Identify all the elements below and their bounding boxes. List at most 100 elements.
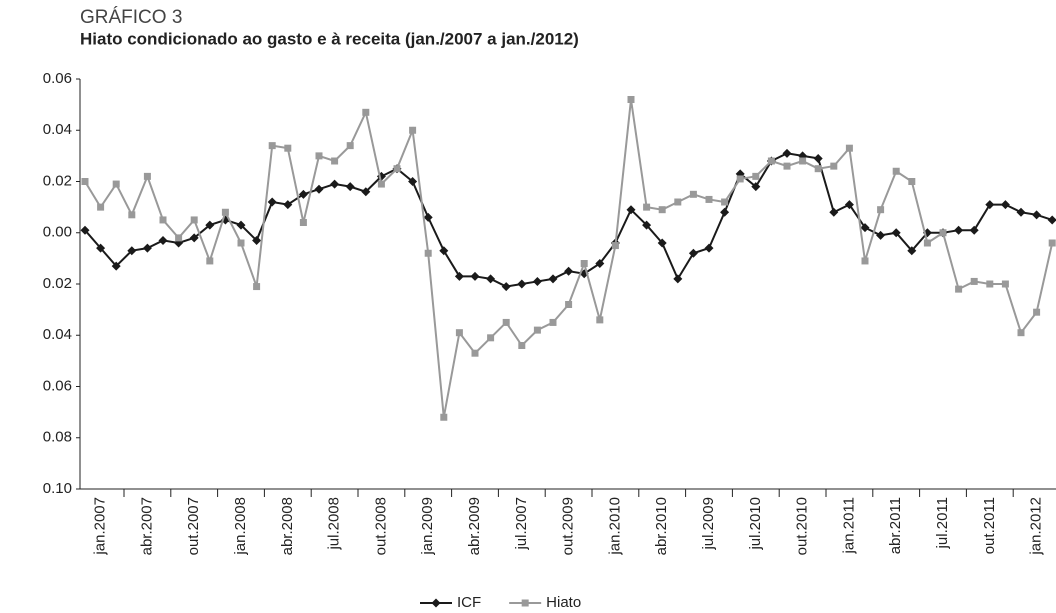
data-point — [345, 182, 355, 192]
y-tick-label: 0.06 — [43, 70, 72, 87]
data-point — [985, 200, 995, 210]
x-tick-label: jul.2009 — [700, 497, 717, 551]
data-point — [205, 220, 215, 230]
data-point — [908, 178, 916, 185]
data-point — [752, 172, 760, 180]
data-point — [907, 246, 917, 256]
data-point — [159, 216, 167, 224]
data-point — [689, 190, 697, 198]
data-point — [393, 165, 401, 173]
data-point — [1033, 308, 1041, 316]
x-tick-label: out.2008 — [372, 497, 389, 555]
x-tick-label: jan.2011 — [840, 497, 857, 554]
data-point — [454, 271, 464, 281]
legend-label: Hiato — [546, 594, 581, 611]
data-point — [331, 157, 339, 165]
data-point — [549, 318, 557, 326]
data-point — [127, 246, 137, 256]
x-tick-label: abr.2009 — [466, 497, 483, 555]
y-tick-label: 0.04 — [43, 326, 72, 343]
data-point — [891, 228, 901, 238]
data-point — [1017, 329, 1025, 337]
data-point — [1032, 210, 1042, 220]
x-tick-label: out.2011 — [981, 497, 998, 554]
data-point — [767, 157, 775, 165]
x-tick-label: jan.2007 — [92, 497, 109, 556]
data-point — [814, 165, 822, 173]
x-tick-label: out.2009 — [560, 497, 577, 555]
x-tick-label: jan.2008 — [232, 497, 249, 556]
data-point — [361, 187, 371, 197]
x-tick-label: out.2010 — [794, 497, 811, 555]
legend-marker — [521, 599, 529, 607]
data-point — [844, 200, 854, 210]
data-point — [221, 208, 229, 216]
data-point — [502, 318, 510, 326]
chart-title: GRÁFICO 3 — [80, 7, 182, 28]
data-point — [955, 285, 963, 293]
x-tick-label: abr.2011 — [887, 497, 904, 554]
data-point — [252, 235, 262, 245]
data-point — [471, 349, 479, 357]
data-point — [423, 212, 433, 222]
data-point — [643, 203, 651, 211]
data-point — [142, 243, 152, 253]
data-point — [532, 276, 542, 286]
data-point — [657, 238, 667, 248]
data-point — [470, 271, 480, 281]
data-point — [782, 148, 792, 158]
x-tick-label: abr.2008 — [279, 497, 296, 555]
data-point — [1047, 215, 1056, 225]
data-point — [96, 243, 106, 253]
data-point — [548, 274, 558, 284]
data-point — [704, 243, 714, 253]
data-point — [813, 153, 823, 163]
x-tick-label: jul.2011 — [934, 497, 951, 549]
data-point — [861, 257, 869, 265]
x-tick-label: jul.2008 — [326, 497, 343, 551]
x-tick-label: abr.2010 — [653, 497, 670, 555]
data-point — [970, 277, 978, 285]
y-tick-label: 0.00 — [43, 224, 72, 241]
data-point — [876, 230, 886, 240]
data-point — [721, 198, 729, 206]
data-point — [627, 96, 635, 103]
data-point — [877, 206, 885, 214]
data-point — [409, 126, 417, 134]
data-point — [1048, 239, 1056, 247]
data-point — [829, 207, 839, 217]
data-point — [81, 178, 89, 185]
x-tick-label: jul.2010 — [747, 497, 764, 551]
data-point — [299, 219, 307, 226]
data-point — [112, 180, 120, 188]
data-point — [860, 223, 870, 233]
data-point — [642, 220, 652, 230]
data-point — [658, 206, 666, 214]
y-tick-label: 0.04 — [43, 121, 72, 138]
data-point — [346, 142, 354, 150]
data-point — [189, 233, 199, 243]
data-point — [517, 279, 527, 289]
data-point — [595, 259, 605, 268]
data-point — [674, 198, 682, 206]
data-point — [128, 211, 136, 219]
data-point — [175, 234, 183, 242]
data-point — [267, 197, 277, 207]
data-point — [315, 152, 323, 160]
data-point — [298, 189, 308, 199]
data-point — [954, 225, 964, 235]
data-point — [501, 282, 511, 292]
data-point — [283, 200, 293, 210]
data-point — [751, 182, 761, 192]
data-point — [673, 274, 683, 284]
data-point — [923, 239, 931, 247]
data-point — [892, 167, 900, 175]
data-point — [190, 216, 198, 224]
data-point — [440, 413, 448, 421]
data-point — [237, 239, 245, 247]
x-tick-label: out.2007 — [185, 497, 202, 555]
data-point — [830, 162, 838, 170]
data-point — [236, 220, 246, 230]
data-point — [284, 144, 292, 152]
